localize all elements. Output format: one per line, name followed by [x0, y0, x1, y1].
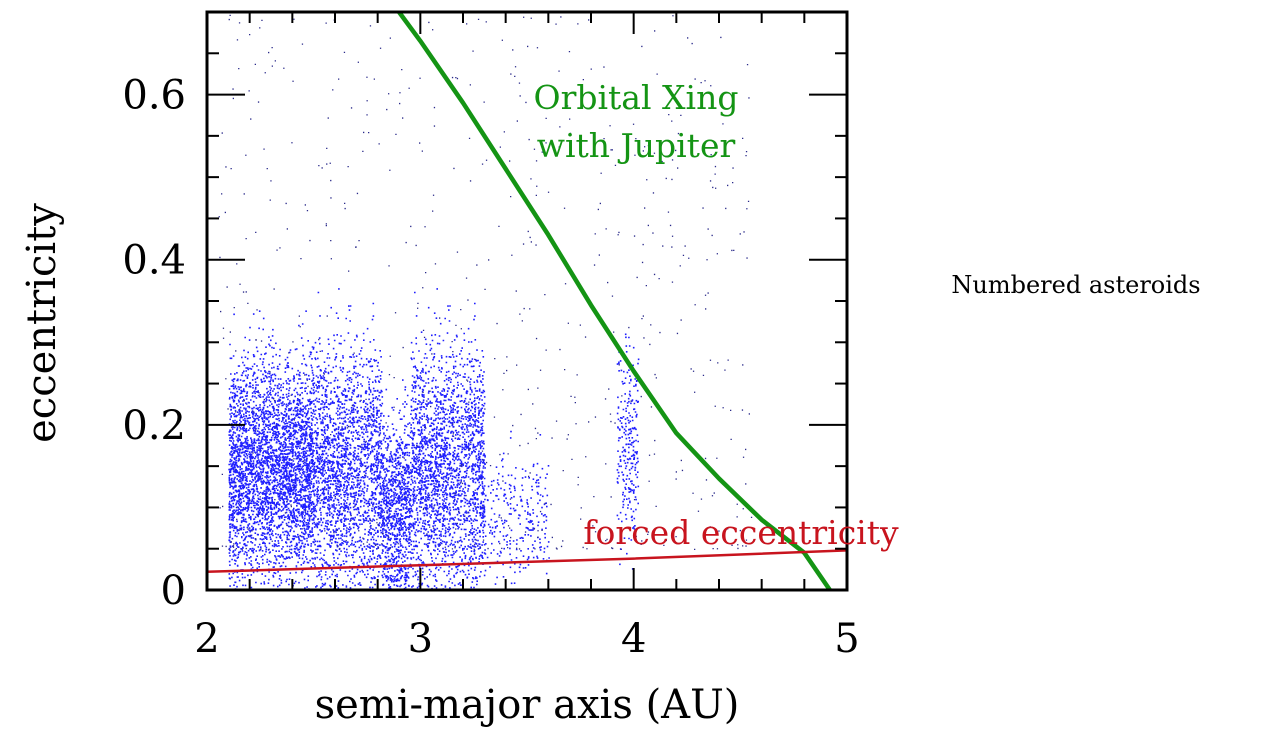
x-axis-title: semi-major axis (AU) [315, 682, 740, 728]
asteroid-points [228, 288, 640, 590]
forced-eccentricity-line [207, 549, 847, 574]
plot-frame [205, 10, 849, 592]
y-tick-label: 0.4 [122, 238, 186, 284]
tick-labels: 2 3 4 5 0 0.2 0.4 0.6 [122, 73, 859, 662]
y-tick-label: 0 [161, 568, 186, 614]
y-tick-label: 0.6 [122, 73, 186, 119]
crossing-annotation-line-2: with Jupiter [537, 126, 736, 165]
asteroid-scatter [218, 14, 753, 590]
y-tick-label: 0.2 [122, 403, 186, 449]
orbital-crossing-curve [397, 12, 832, 590]
side-note: Numbered asteroids [951, 271, 1200, 299]
y-axis-title: eccentricity [19, 203, 65, 443]
crossing-annotation-line-1: Orbital Xing [534, 78, 739, 117]
x-tick-label: 3 [408, 616, 433, 662]
curves [207, 12, 847, 590]
forced-eccentricity-annotation: forced eccentricity [583, 513, 899, 552]
x-tick-label: 5 [834, 616, 859, 662]
x-tick-label: 2 [194, 616, 219, 662]
x-tick-label: 4 [621, 616, 646, 662]
